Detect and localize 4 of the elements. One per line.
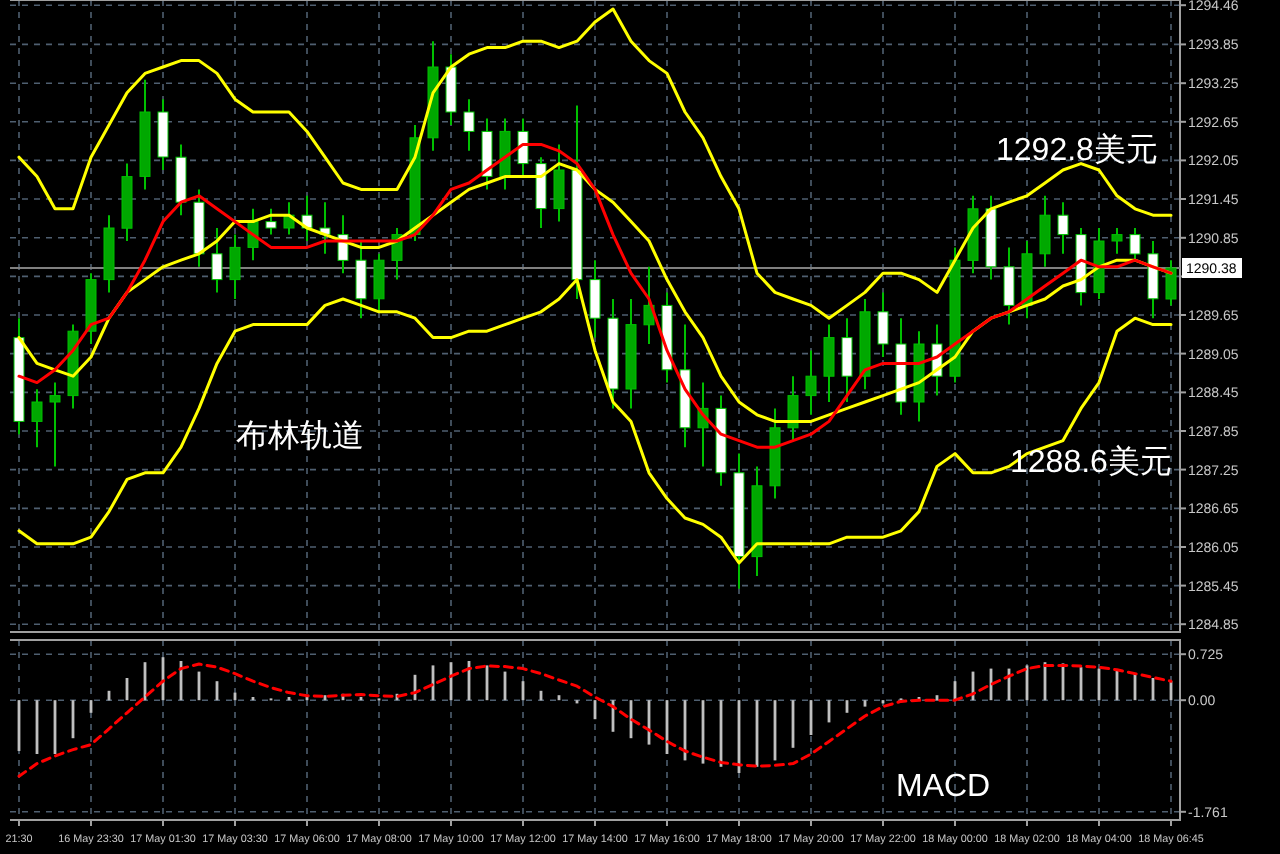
annotation: 布林轨道 [236,420,364,454]
annotation: MACD [896,770,991,804]
annotation: 1288.6美元 [1010,446,1172,480]
annotation: 1292.8美元 [996,134,1158,168]
